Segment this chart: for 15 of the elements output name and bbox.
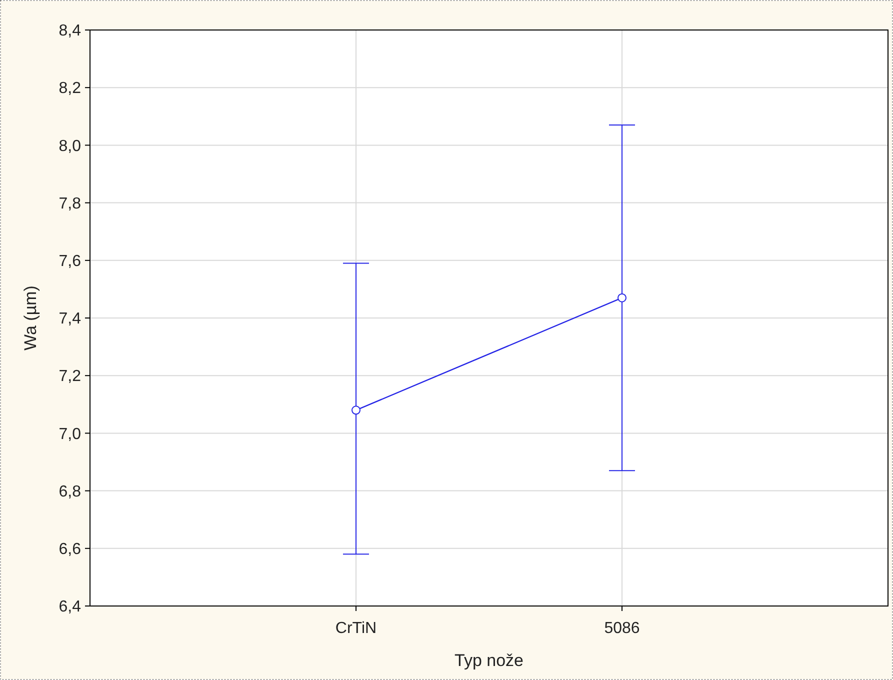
- y-tick-label: 7,4: [58, 310, 82, 328]
- x-tick-label: 5086: [604, 620, 640, 637]
- y-tick-label: 7,8: [58, 195, 82, 212]
- y-tick-label: 6,6: [58, 541, 82, 558]
- x-tick-label: CrTiN: [335, 620, 377, 637]
- y-axis-title: Wa (µm): [21, 286, 40, 350]
- y-tick-label: 8,4: [58, 22, 82, 40]
- y-tick-label: 7,2: [58, 368, 82, 386]
- y-tick-label: 8,0: [58, 138, 82, 155]
- y-tick-label: 6,4: [58, 598, 82, 616]
- x-axis-title: Typ nože: [454, 651, 524, 670]
- y-tick-label: 8,2: [58, 80, 82, 98]
- y-tick-label: 7,0: [58, 426, 82, 443]
- y-tick-label: 7,6: [58, 253, 82, 270]
- y-tick-label: 6,8: [58, 483, 82, 500]
